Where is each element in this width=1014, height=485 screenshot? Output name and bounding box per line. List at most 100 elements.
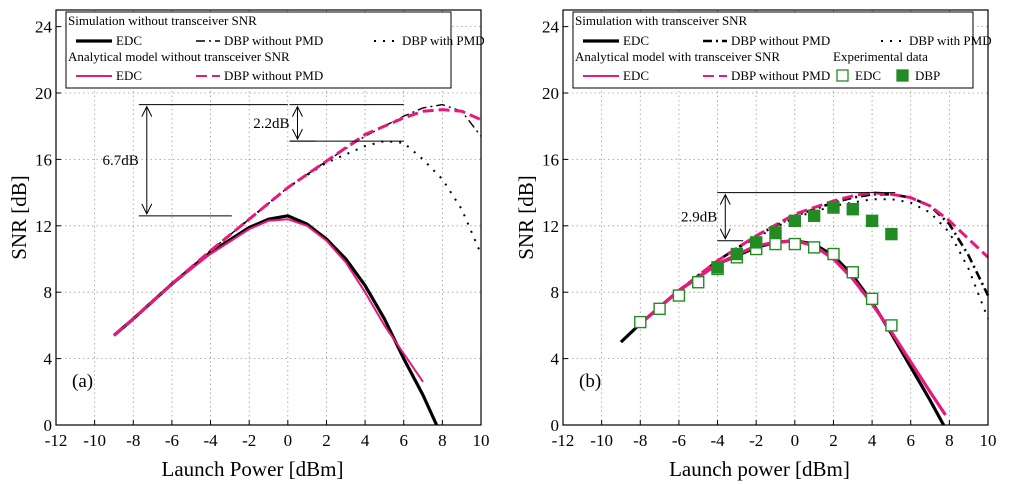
data-point-edc [653, 302, 666, 315]
data-point-dbp [807, 209, 821, 223]
legend: Simulation with transceiver SNR EDC DBP wi… [572, 11, 992, 89]
y-tick-label: 8 [551, 283, 560, 302]
x-tick-label: 0 [284, 431, 293, 450]
panel-label: (a) [72, 371, 93, 392]
annotation-arrow-head [141, 203, 153, 215]
legend-group-title: Simulation without transceiver SNR [68, 13, 257, 28]
data-point-dbp [730, 247, 744, 261]
x-tick-label: -10 [590, 431, 613, 450]
y-tick-label: 12 [542, 217, 559, 236]
x-tick-label: 8 [945, 431, 954, 450]
x-tick-label: -8 [633, 431, 647, 450]
x-tick-label: -4 [710, 431, 725, 450]
legend: Simulation without transceiver SNR EDC DBP… [65, 11, 485, 89]
data-point-edc [827, 247, 840, 261]
annotation-arrow-head [141, 105, 153, 117]
annotation-0: 6.7dB [103, 104, 288, 217]
annotation-label: 2.9dB [681, 210, 717, 226]
y-tick-label: 16 [35, 150, 52, 169]
data-point-dbp [711, 261, 724, 274]
y-tick-label: 8 [44, 283, 53, 302]
legend-group-title: Analytical model with transceiver SNR [575, 49, 780, 64]
data-point-edc [885, 319, 898, 332]
data-point-dbp [865, 214, 879, 228]
x-tick-label: 6 [906, 431, 915, 450]
data-point-dbp [749, 236, 763, 249]
x-tick-label: -12 [552, 431, 575, 450]
x-tick-label: -2 [749, 431, 763, 450]
x-tick-label: 4 [361, 431, 370, 450]
series-line-analytical-dbp-without-pmd [639, 191, 990, 325]
data-point-edc [807, 241, 821, 254]
legend-label: DBP with PMD [402, 33, 485, 48]
legend-label: DBP without PMD [224, 33, 323, 48]
annotation-arrow-head [719, 228, 731, 240]
y-tick-label: 12 [35, 217, 52, 236]
legend-label: DBP without PMD [224, 68, 323, 83]
legend-label: DBP without PMD [731, 68, 830, 83]
y-tick-label: 20 [35, 84, 52, 103]
x-axis-title: Launch power [dBm] [669, 457, 850, 481]
x-tick-label: -10 [83, 431, 106, 450]
plot-frame [55, 9, 482, 426]
chart-panel-b: 2.9dB-12 -10 -8 -6 -4 -2 0 2 4 6 8 1004812162024Lau… [514, 9, 997, 481]
legend-label: DBP with PMD [909, 33, 992, 48]
x-tick-label: 8 [438, 431, 447, 450]
x-tick-label: 10 [980, 431, 997, 450]
data-point-dbp [846, 202, 859, 216]
legend-group-title: Experimental data [833, 49, 928, 64]
legend-label: EDC [116, 33, 142, 48]
series-line-simulation-edc [112, 214, 439, 426]
y-tick-label: 16 [542, 150, 559, 169]
data-point-edc [672, 289, 686, 302]
x-tick-label: -8 [126, 431, 140, 450]
data-point-dbp [827, 201, 840, 214]
annotation-arrow-head [719, 193, 731, 205]
x-axis-title: Launch Power [dBm] [162, 457, 344, 481]
legend-label: DBP [915, 68, 940, 83]
legend-label: EDC [116, 68, 142, 83]
x-tick-label: -12 [45, 431, 68, 450]
data-point-edc [865, 292, 879, 306]
legend-box [65, 11, 452, 89]
series-line-analytical-edc [113, 218, 424, 383]
data-point-dbp [885, 227, 898, 241]
annotation-label: 2.2dB [253, 116, 289, 132]
y-tick-label: 4 [551, 350, 560, 369]
x-tick-label: -4 [203, 431, 218, 450]
x-tick-label: -6 [165, 431, 179, 450]
y-tick-label: 0 [551, 416, 560, 435]
y-tick-label: 4 [44, 350, 53, 369]
data-point-dbp [769, 226, 782, 239]
x-tick-label: 2 [322, 431, 331, 450]
series-line-simulation-dbp-with-pmd [113, 140, 482, 337]
x-tick-label: -6 [672, 431, 686, 450]
series-line-simulation-dbp-with-pmd [620, 198, 989, 343]
legend-group-title: Analytical model without transceiver SNR [68, 49, 290, 64]
x-tick-label: 0 [791, 431, 800, 450]
y-axis-title: SNR [dB] [7, 175, 31, 260]
annotation-0: 2.9dB [681, 192, 896, 242]
x-tick-label: 10 [473, 431, 490, 450]
annotation-1: 2.2dB [253, 104, 404, 142]
annotation-arrow-head [292, 128, 303, 141]
series-line-simulation-edc [619, 239, 946, 426]
data-point-edc [634, 315, 647, 329]
y-tick-label: 24 [542, 18, 560, 37]
legend-marker [896, 69, 909, 82]
series-line-analytical-dbp-without-pmd [113, 108, 482, 337]
legend-label: DBP without PMD [731, 33, 830, 48]
legend-label: EDC [623, 33, 649, 48]
x-tick-label: 6 [399, 431, 408, 450]
x-tick-label: 2 [829, 431, 838, 450]
legend-label: EDC [855, 68, 881, 83]
legend-label: EDC [623, 68, 649, 83]
series-line-simulation-dbp-without-pmd [620, 193, 990, 343]
plot-frame [562, 9, 989, 426]
series-line-analytical-edc [639, 239, 947, 416]
x-tick-label: 4 [868, 431, 877, 450]
legend-marker [836, 69, 849, 82]
legend-group-title: Simulation with transceiver SNR [575, 13, 748, 28]
data-point-edc [788, 237, 802, 251]
